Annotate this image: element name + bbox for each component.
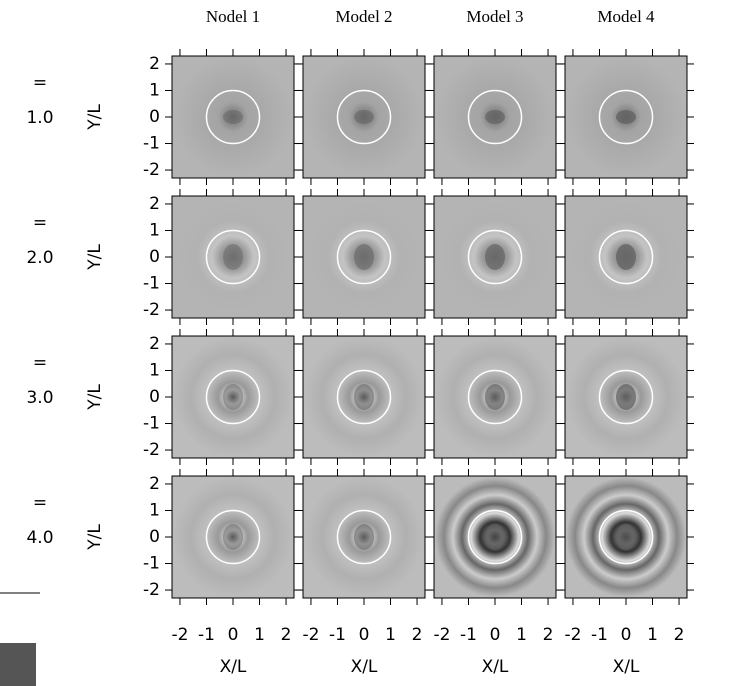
center-feature <box>223 110 243 124</box>
center-feature <box>223 384 243 410</box>
center-feature <box>616 110 636 124</box>
y-tick-label: -1 <box>143 134 160 154</box>
column-title: Model 2 <box>335 7 392 26</box>
y-tick-label: 1 <box>149 220 160 240</box>
center-feature <box>485 524 505 550</box>
y-tick-label: -1 <box>143 414 160 434</box>
y-tick-label: -2 <box>143 160 160 180</box>
panel-field <box>173 197 293 317</box>
center-feature <box>354 384 374 410</box>
reference-circle <box>336 89 392 145</box>
y-axis-label: Y/L <box>85 384 105 411</box>
column-title: Nodel 1 <box>206 7 260 26</box>
swatch <box>0 643 36 686</box>
y-tick-label: 1 <box>149 80 160 100</box>
x-tick-label: 2 <box>281 625 292 645</box>
x-tick-label: 0 <box>359 625 370 645</box>
y-tick-label: 2 <box>149 474 160 494</box>
x-tick-label: 0 <box>621 625 632 645</box>
y-tick-label: 0 <box>149 387 160 407</box>
column-title: Model 4 <box>597 7 655 26</box>
x-tick-label: -2 <box>302 625 319 645</box>
x-axis-label: X/L <box>220 657 247 677</box>
row-sign: = <box>33 353 47 373</box>
reference-circle <box>205 229 261 285</box>
x-tick-label: -1 <box>591 625 608 645</box>
center-feature <box>616 244 636 270</box>
reference-circle <box>336 509 392 565</box>
x-tick-label: 1 <box>385 625 396 645</box>
x-tick-label: -1 <box>329 625 346 645</box>
row-sign: = <box>33 213 47 233</box>
reference-circle <box>467 89 523 145</box>
reference-circle <box>205 89 261 145</box>
panel-field <box>173 477 293 597</box>
center-feature <box>354 244 374 270</box>
reference-circle <box>205 369 261 425</box>
y-axis-label: Y/L <box>85 524 105 551</box>
row-value: 2.0 <box>26 248 53 268</box>
reference-circle <box>598 369 654 425</box>
row-value: 4.0 <box>26 528 53 548</box>
center-feature <box>223 244 243 270</box>
panel-field <box>173 337 293 457</box>
center-feature <box>223 524 243 550</box>
x-tick-label: 1 <box>516 625 527 645</box>
y-tick-label: 2 <box>149 54 160 74</box>
y-tick-label: 0 <box>149 107 160 127</box>
reference-circle <box>598 89 654 145</box>
y-tick-label: 2 <box>149 334 160 354</box>
center-feature <box>616 524 636 550</box>
reference-circle <box>205 509 261 565</box>
y-tick-label: -1 <box>143 274 160 294</box>
y-tick-label: 1 <box>149 360 160 380</box>
y-axis-label: Y/L <box>85 244 105 271</box>
center-feature <box>485 384 505 410</box>
x-tick-label: 0 <box>228 625 239 645</box>
row-sign: = <box>33 493 47 513</box>
y-axis-label: Y/L <box>85 104 105 131</box>
x-tick-label: 1 <box>647 625 658 645</box>
x-tick-label: 2 <box>674 625 685 645</box>
center-feature <box>354 524 374 550</box>
reference-circle <box>598 229 654 285</box>
x-tick-label: 0 <box>490 625 501 645</box>
center-feature <box>485 110 505 124</box>
y-tick-label: -1 <box>143 554 160 574</box>
center-feature <box>485 244 505 270</box>
x-tick-label: 1 <box>254 625 265 645</box>
reference-circle <box>467 229 523 285</box>
y-tick-label: -2 <box>143 580 160 600</box>
center-feature <box>616 384 636 410</box>
y-tick-label: -2 <box>143 300 160 320</box>
x-tick-label: -2 <box>564 625 581 645</box>
row-value: 3.0 <box>26 388 53 408</box>
y-tick-label: -2 <box>143 440 160 460</box>
x-tick-label: -1 <box>460 625 477 645</box>
x-tick-label: 2 <box>543 625 554 645</box>
column-title: Model 3 <box>466 7 523 26</box>
x-axis-label: X/L <box>351 657 378 677</box>
x-tick-label: 2 <box>412 625 423 645</box>
row-value: 1.0 <box>26 108 53 128</box>
y-tick-label: 2 <box>149 194 160 214</box>
reference-circle <box>336 229 392 285</box>
x-tick-label: -1 <box>198 625 215 645</box>
reference-circle <box>467 509 523 565</box>
center-feature <box>354 110 374 124</box>
y-tick-label: 0 <box>149 247 160 267</box>
x-axis-label: X/L <box>482 657 509 677</box>
panel-field <box>173 57 293 177</box>
row-sign: = <box>33 73 47 93</box>
reference-circle <box>598 509 654 565</box>
y-tick-label: 0 <box>149 527 160 547</box>
reference-circle <box>336 369 392 425</box>
y-tick-label: 1 <box>149 500 160 520</box>
x-tick-label: -2 <box>171 625 188 645</box>
x-axis-label: X/L <box>613 657 640 677</box>
reference-circle <box>467 369 523 425</box>
x-tick-label: -2 <box>433 625 450 645</box>
